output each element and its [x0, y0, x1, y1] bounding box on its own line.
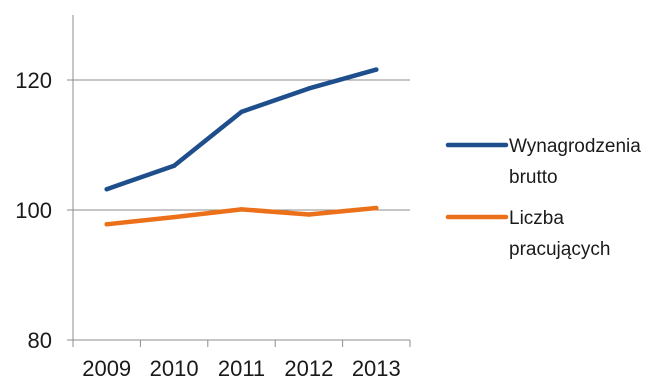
series-1-point-2009 [104, 187, 109, 192]
x-tick-label-2009: 2009 [82, 356, 131, 381]
series-1-point-2013 [374, 67, 379, 72]
series-2-point-2013 [374, 205, 379, 211]
legend-label-1-line-1: Wynagrodzenia [509, 136, 641, 157]
y-tick-label-120: 120 [15, 68, 52, 93]
series-line-1 [104, 67, 379, 192]
series-2-point-2011 [239, 207, 244, 212]
series-1-point-2010 [171, 163, 177, 168]
series-lines [104, 67, 379, 227]
y-tick-label-80: 80 [28, 328, 52, 353]
y-tick-label-100: 100 [15, 198, 52, 223]
series-2-point-2010 [171, 214, 177, 220]
legend-label-1-line-2: brutto [509, 167, 558, 188]
tick-labels: 80 100 120 2009 2010 2011 2012 2013 [15, 68, 400, 381]
legend: Wynagrodzenia brutto Liczba pracujących [445, 136, 641, 260]
series-1-point-2012 [306, 86, 312, 91]
x-tick-label-2010: 2010 [150, 356, 199, 381]
x-tick-label-2012: 2012 [284, 356, 333, 381]
gridlines [73, 79, 410, 211]
series-2-point-2012 [306, 212, 312, 217]
series-1-point-2011 [239, 109, 244, 115]
series-2-point-2009 [104, 222, 109, 227]
x-tick-label-2011: 2011 [218, 356, 265, 381]
legend-label-2-line-2: pracujących [509, 239, 610, 260]
legend-label-2-line-1: Liczba [509, 208, 564, 229]
x-tick-label-2013: 2013 [352, 356, 401, 381]
axes [67, 15, 411, 347]
